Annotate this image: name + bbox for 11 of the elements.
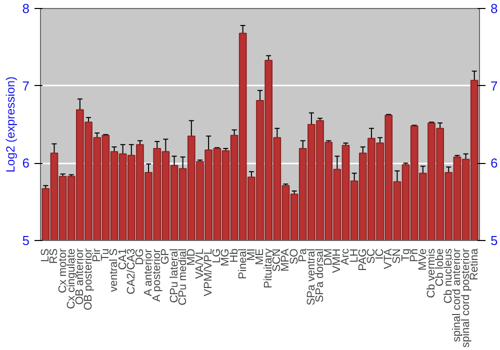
x-tick-label: Tg — [400, 248, 412, 262]
y2-tick-label: 5 — [490, 233, 498, 248]
y-axis-title: Log2 (expression) — [3, 76, 18, 173]
y-tick-label: 8 — [22, 1, 30, 16]
y2-tick-label: 8 — [490, 1, 498, 16]
y-tick-label: 6 — [22, 156, 30, 171]
y2-tick-label: 7 — [490, 78, 498, 94]
y-tick-label: 5 — [22, 233, 30, 248]
y2-tick-label: 6 — [490, 156, 498, 171]
y-tick-label: 7 — [22, 78, 30, 94]
x-tick-label: OB posterior — [82, 248, 95, 310]
